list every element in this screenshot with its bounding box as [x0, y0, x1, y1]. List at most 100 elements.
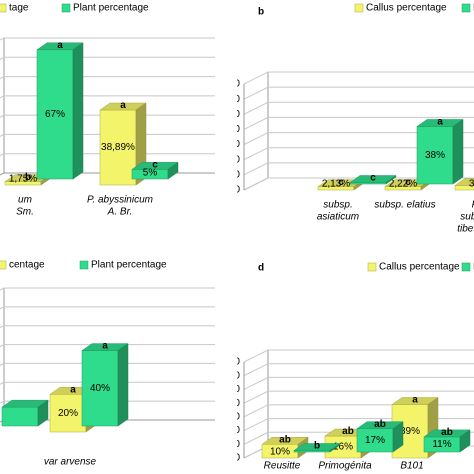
- value-label: 20%: [58, 408, 78, 419]
- x-tick-label: tibetanu: [457, 224, 474, 235]
- y-tick-label: 60: [229, 370, 241, 381]
- y-tick-label: 50: [229, 109, 241, 120]
- legend-swatch: [354, 3, 364, 13]
- y-tick-label: 40: [229, 398, 241, 409]
- bar-side: [452, 118, 464, 185]
- bar-front: [1, 406, 39, 427]
- grid-line: [0, 37, 215, 41]
- x-tick-label: um: [18, 195, 32, 206]
- y-tick-label: 10: [229, 439, 241, 450]
- x-tick-label: Primogénita: [318, 461, 372, 472]
- x-tick-label: P: [472, 200, 474, 211]
- legend-swatch: [61, 3, 71, 13]
- letter-label: c: [370, 173, 376, 184]
- grid-line: [243, 132, 474, 146]
- legend-swatch: [79, 260, 89, 270]
- value-label: 1,75%: [9, 174, 37, 185]
- letter-label: ab: [374, 419, 386, 430]
- bar: [36, 42, 84, 180]
- grid-line: [0, 76, 215, 80]
- legend-swatch: [367, 262, 377, 272]
- legend-label: centage: [9, 260, 45, 271]
- value-label: 17%: [365, 435, 385, 446]
- bar: [349, 175, 397, 185]
- value-label: 10%: [270, 447, 290, 458]
- grid-line: [0, 287, 215, 291]
- value-label: 3,: [469, 179, 474, 190]
- x-tick-label: subsp.: [323, 200, 352, 211]
- y-tick-label: 30: [229, 411, 241, 422]
- bar: [99, 102, 147, 186]
- legend-label: tage: [9, 3, 29, 14]
- letter-label: ab: [342, 426, 354, 437]
- value-label: 11%: [432, 439, 451, 450]
- grid-line: [0, 306, 215, 310]
- value-label: 40%: [90, 383, 110, 394]
- bar-side: [459, 429, 471, 453]
- x-tick-label: B101: [400, 461, 423, 472]
- y-tick-label: 0: [234, 453, 240, 464]
- value-label: 38%: [425, 150, 445, 161]
- grid-line: [243, 71, 474, 85]
- y-tick-label: 20: [229, 154, 241, 165]
- legend-swatch: [461, 3, 471, 13]
- bar: [454, 178, 474, 191]
- bar: [81, 343, 129, 427]
- value-label: 2,13%: [322, 179, 350, 190]
- bar: [416, 118, 464, 185]
- letter-label: a: [120, 100, 126, 111]
- legend-label: Plant percentage: [73, 3, 149, 14]
- grid-line: [243, 116, 474, 130]
- letter-label: a: [70, 384, 76, 395]
- grid-line: [243, 101, 474, 115]
- bar-front: [81, 350, 119, 427]
- grid-line: [243, 390, 474, 404]
- bar: [391, 397, 439, 459]
- letter-label: c: [405, 177, 411, 188]
- letter-label: a: [102, 341, 108, 352]
- grid-line: [0, 362, 215, 366]
- y-tick-label: 60: [229, 94, 241, 105]
- x-tick-label: P. abyssinicum: [87, 195, 153, 206]
- bar-side: [37, 399, 49, 427]
- bar-side: [385, 175, 397, 185]
- letter-label: c: [338, 177, 344, 188]
- x-tick-label: A. Br.: [107, 207, 133, 218]
- grid-line: [0, 325, 215, 329]
- value-label: 38,89%: [101, 142, 135, 153]
- value-label: 5%: [143, 168, 158, 179]
- x-tick-label: subsp. elatius: [374, 200, 435, 211]
- grid-line: [243, 376, 474, 390]
- grid-line: [0, 400, 215, 404]
- grid-line: [243, 177, 474, 191]
- bar: [356, 421, 404, 453]
- grid-line: [243, 162, 474, 176]
- grid-line: [243, 349, 474, 363]
- y-tick-label: 20: [229, 425, 241, 436]
- y-tick-label: 70: [229, 79, 241, 90]
- x-tick-label: Sm.: [16, 207, 34, 218]
- letter-label: b: [314, 441, 320, 452]
- y-tick-label: 30: [229, 139, 241, 150]
- y-tick-label: 0: [234, 185, 240, 196]
- grid-line: [243, 404, 474, 418]
- bar: [423, 429, 471, 453]
- grid-line: [243, 363, 474, 377]
- bar-side: [329, 443, 341, 453]
- bar-front: [49, 394, 87, 433]
- panel: var arvense 20% a 40% a centage Plant percenta…: [0, 260, 215, 468]
- bar-side: [72, 42, 84, 180]
- value-label: 39%: [400, 426, 420, 437]
- grid-line: [0, 95, 215, 99]
- bar-front: [416, 126, 454, 185]
- letter-label: a: [437, 117, 443, 128]
- bar: [1, 399, 49, 427]
- value-label: 2,22%: [389, 179, 417, 190]
- bar-side: [167, 161, 179, 180]
- legend-swatch: [0, 3, 7, 13]
- bar-side: [117, 343, 129, 427]
- x-tick-label: subsp.: [460, 212, 474, 223]
